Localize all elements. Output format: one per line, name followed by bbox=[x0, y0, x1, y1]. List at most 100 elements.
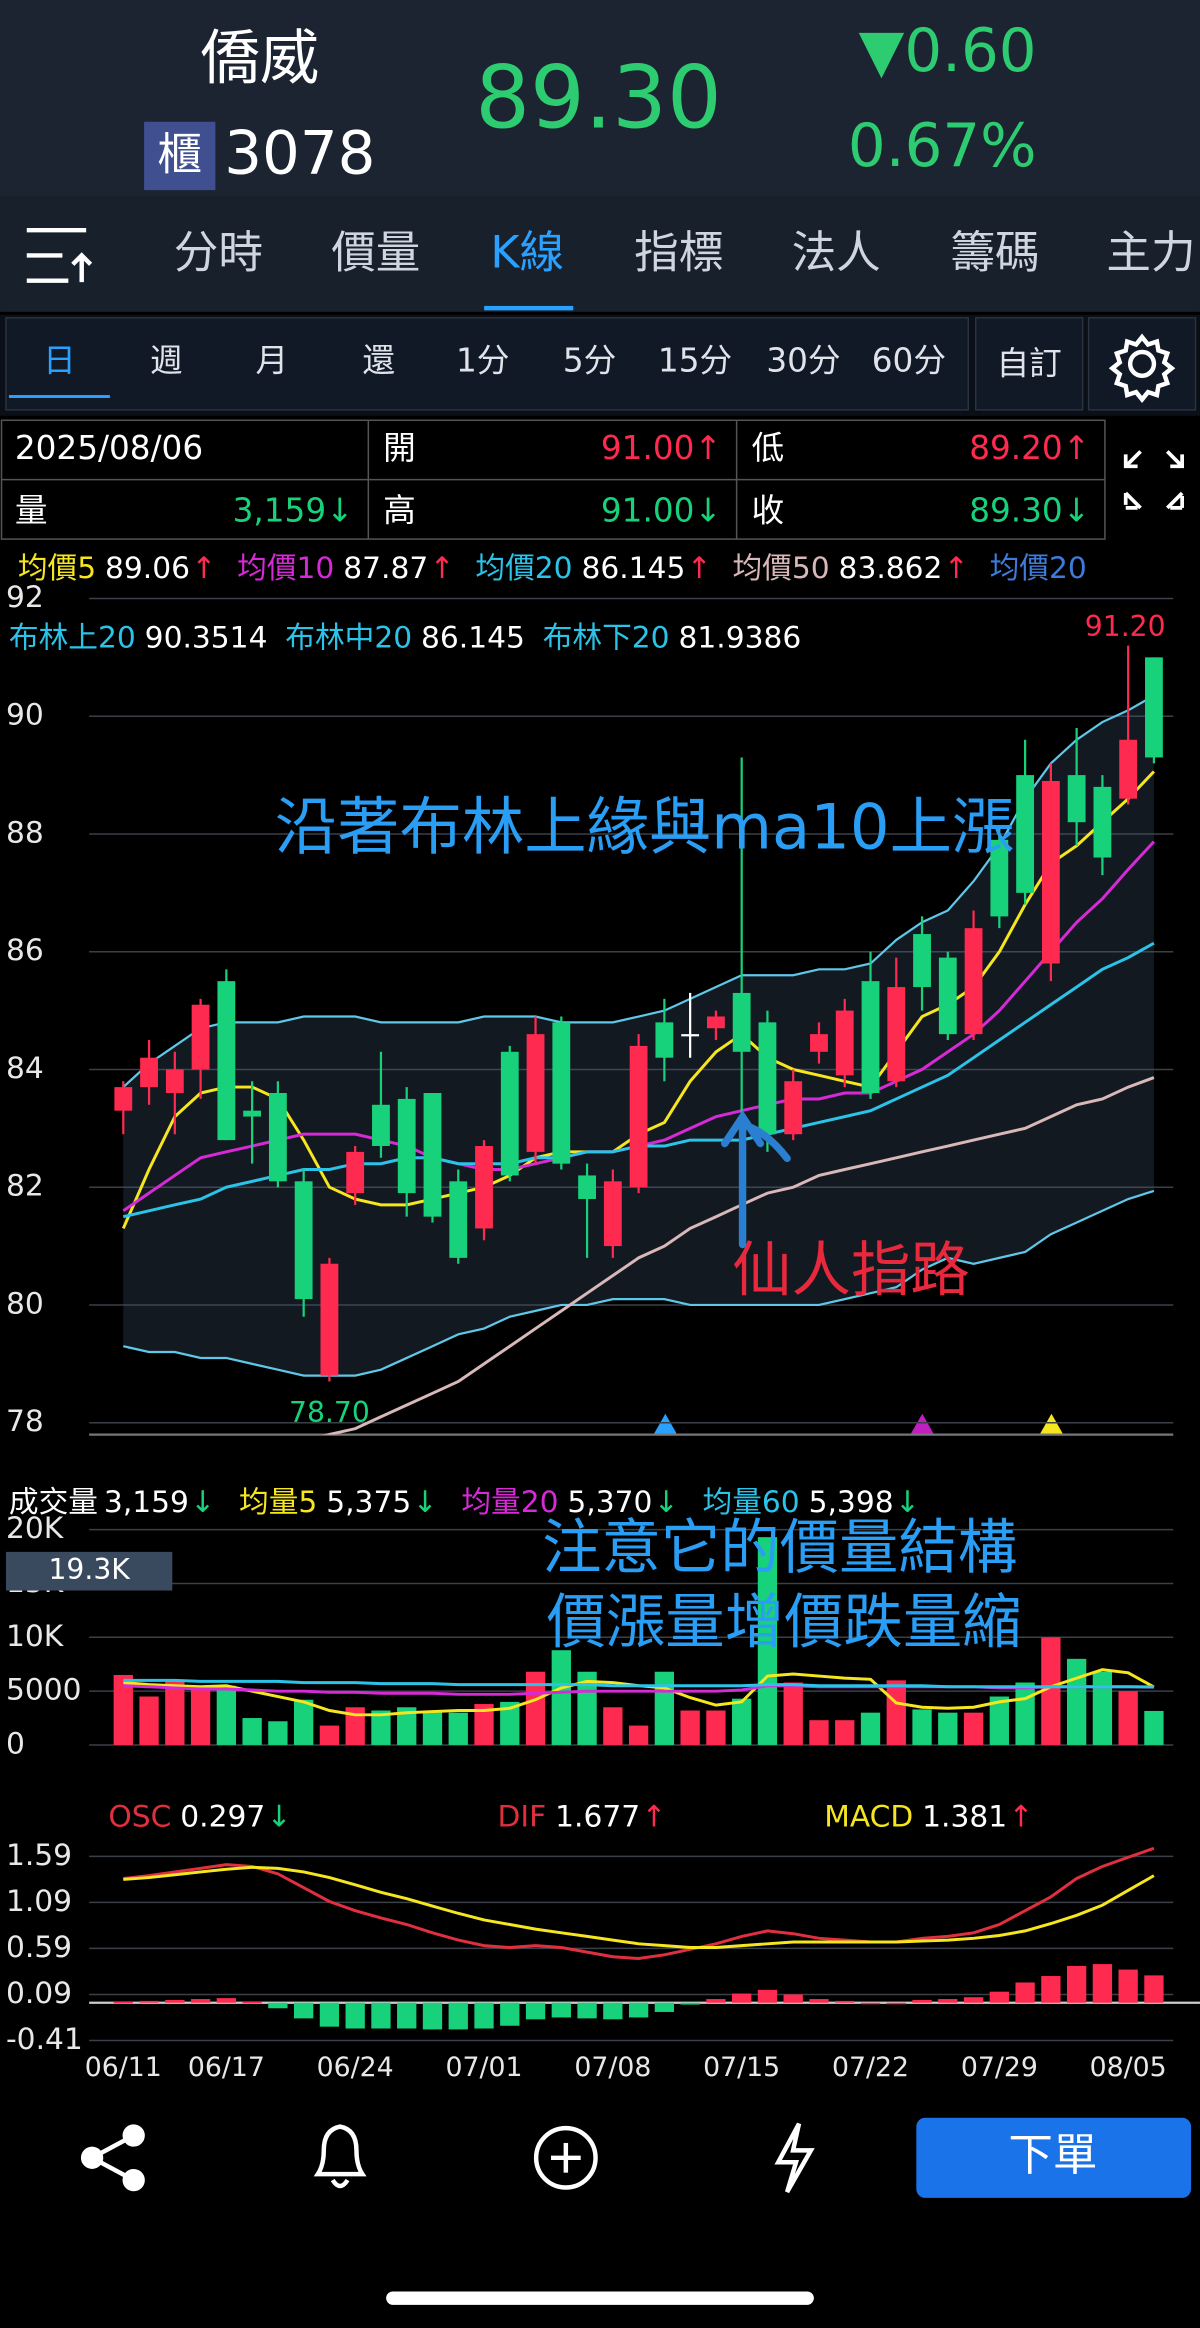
tab[interactable]: 價量 bbox=[331, 226, 420, 278]
legend-arrow: ↓ bbox=[190, 1484, 215, 1519]
volume-bar bbox=[886, 1680, 906, 1745]
legend-arrow: ↑ bbox=[430, 550, 455, 585]
share-icon[interactable] bbox=[80, 2124, 145, 2192]
info-label: 低 bbox=[751, 429, 784, 467]
osc-bar bbox=[551, 2002, 571, 2018]
menu-icon[interactable] bbox=[26, 227, 93, 283]
change: ▼0.60 bbox=[859, 17, 1037, 86]
volume-bar bbox=[268, 1721, 288, 1745]
osc-bar bbox=[474, 2002, 494, 2029]
percent: 0.67% bbox=[848, 112, 1037, 181]
annotation: 沿著布林上緣與ma10上漲 bbox=[275, 791, 1015, 864]
y-tick-label: 86 bbox=[6, 933, 44, 968]
order-button-label[interactable]: 下單 bbox=[1008, 2129, 1097, 2181]
volume-bar bbox=[938, 1712, 958, 1745]
legend-arrow: ↓ bbox=[895, 1484, 920, 1519]
ma-line bbox=[123, 1846, 1155, 1961]
period[interactable]: 60分 bbox=[872, 341, 946, 379]
tab[interactable]: 指標 bbox=[634, 226, 723, 278]
candle-body bbox=[1041, 780, 1060, 964]
volume-bar bbox=[1015, 1682, 1035, 1745]
volume-bar bbox=[1066, 1658, 1087, 1745]
candle-body bbox=[1067, 775, 1086, 823]
osc-bar bbox=[319, 2002, 340, 2027]
bell-icon[interactable] bbox=[313, 2124, 367, 2189]
volume-bar bbox=[113, 1674, 133, 1745]
candle-body bbox=[810, 1034, 828, 1052]
legend-arrow: ↓ bbox=[413, 1484, 438, 1519]
info-label: 收 bbox=[751, 491, 784, 529]
info-value: 89.30↓ bbox=[969, 491, 1090, 529]
y-tick-label: 5000 bbox=[6, 1673, 82, 1708]
legend-label: 布林中20 bbox=[285, 620, 412, 655]
expand-icon[interactable] bbox=[1123, 450, 1185, 510]
osc-bar bbox=[732, 1993, 752, 2003]
legend-value: 87.87 bbox=[343, 550, 428, 585]
add-icon[interactable] bbox=[533, 2125, 598, 2190]
candle-body bbox=[990, 839, 1009, 917]
legend: MACD 1.381↑ bbox=[824, 1799, 1033, 1834]
stock-code: 3078 bbox=[224, 120, 375, 189]
period[interactable]: 5分 bbox=[563, 341, 616, 379]
osc-bar bbox=[268, 2002, 288, 2009]
flash-icon[interactable] bbox=[774, 2122, 815, 2194]
period[interactable]: 週 bbox=[150, 341, 183, 379]
candle-body bbox=[423, 1093, 442, 1217]
osc-bar bbox=[886, 2002, 906, 2005]
tab[interactable]: 籌碼 bbox=[950, 226, 1039, 278]
candle-body bbox=[1119, 739, 1138, 799]
candle-body bbox=[346, 1151, 365, 1194]
candle-body bbox=[372, 1104, 390, 1146]
market-badge bbox=[144, 121, 216, 191]
osc-bar bbox=[397, 2002, 417, 2029]
custom-box[interactable] bbox=[974, 317, 1084, 411]
high-label: 91.20 bbox=[1085, 610, 1166, 643]
volume-bar bbox=[525, 1671, 546, 1745]
legend-value: 5,370 bbox=[567, 1484, 652, 1519]
osc-bar bbox=[654, 2002, 675, 2012]
y-tick-label: 0.09 bbox=[6, 1976, 72, 2011]
info-value: 3,159↓ bbox=[233, 491, 354, 529]
volume-bar bbox=[474, 1704, 494, 1745]
info-label: 高 bbox=[383, 491, 416, 529]
settings-box[interactable] bbox=[1087, 317, 1197, 411]
period[interactable]: 還 bbox=[362, 341, 395, 379]
annotation: 價漲量增價跌量縮 bbox=[547, 1588, 1022, 1657]
volume-bar bbox=[448, 1712, 468, 1745]
tab[interactable]: 法人 bbox=[792, 226, 881, 278]
x-tick-label: 07/29 bbox=[961, 2052, 1038, 2083]
osc-bar bbox=[242, 2001, 262, 2004]
y-tick-label: 90 bbox=[6, 698, 44, 733]
price: 89.30 bbox=[475, 48, 722, 148]
tab[interactable]: 分時 bbox=[174, 226, 263, 278]
osc-bar bbox=[422, 2002, 443, 2030]
volume-bar bbox=[603, 1707, 623, 1745]
annotation: 仙人指路 bbox=[732, 1236, 970, 1305]
custom[interactable]: 自訂 bbox=[997, 344, 1062, 382]
legend-value: 89.06 bbox=[105, 550, 190, 585]
ma-line bbox=[322, 1076, 1155, 1435]
legend-arrow: ↑ bbox=[944, 550, 969, 585]
period[interactable]: 30分 bbox=[766, 341, 840, 379]
gear-icon[interactable] bbox=[1108, 333, 1176, 404]
osc-bar bbox=[345, 2002, 365, 2029]
info-label: 開 bbox=[383, 429, 416, 467]
tab[interactable]: 主力 bbox=[1106, 226, 1195, 278]
tab[interactable]: K線 bbox=[490, 226, 564, 278]
legend-arrow: ↓ bbox=[654, 1484, 679, 1519]
legend: 布林上20 90.3514 布林中20 86.145 布林下20 81.9386 bbox=[9, 620, 801, 655]
period[interactable]: 1分 bbox=[456, 341, 509, 379]
volume-bar bbox=[680, 1710, 700, 1745]
candle-body bbox=[268, 1093, 287, 1182]
candle-body bbox=[681, 1034, 700, 1037]
period[interactable]: 日 bbox=[43, 341, 76, 379]
osc-bar bbox=[680, 2002, 700, 2005]
y-tick-label: 0 bbox=[6, 1726, 25, 1761]
candle-body bbox=[758, 1022, 777, 1135]
legend-label: OSC bbox=[108, 1799, 171, 1834]
period[interactable]: 月 bbox=[255, 341, 288, 379]
order-button[interactable] bbox=[916, 2117, 1192, 2198]
period[interactable]: 15分 bbox=[658, 341, 732, 379]
volume-bar bbox=[783, 1682, 803, 1745]
